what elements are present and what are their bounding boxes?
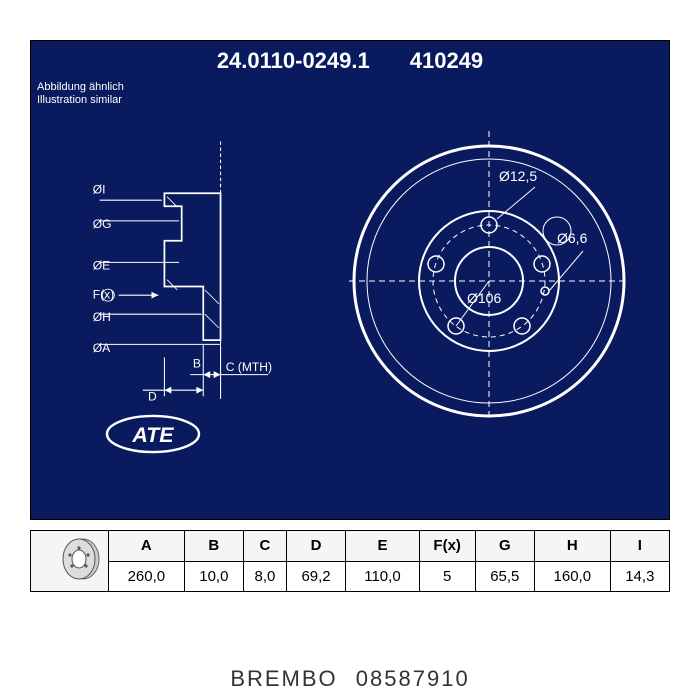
ate-logo-text: ATE <box>131 423 174 447</box>
col-b: B <box>184 531 243 562</box>
label-oi: ØI <box>93 182 106 196</box>
part-number-2: 410249 <box>410 48 483 74</box>
val-i: 14,3 <box>610 561 669 592</box>
label-pin-d: Ø6,6 <box>557 230 588 246</box>
col-i: I <box>610 531 669 562</box>
label-oe: ØE <box>93 258 110 272</box>
label-d: D <box>148 390 157 401</box>
label-oa: ØA <box>93 341 111 355</box>
label-c: C (MTH) <box>226 360 272 374</box>
label-og: ØG <box>93 217 112 231</box>
val-a: 260,0 <box>109 561 185 592</box>
diagram-area: ØI ØG ØE ØH ØA F(x) <box>31 81 669 519</box>
col-c: C <box>243 531 286 562</box>
spec-table: A B C D E F(x) G H I 260,0 10,0 8,0 69,2… <box>30 530 670 592</box>
col-h: H <box>534 531 610 562</box>
header-bar: 24.0110-0249.1 410249 <box>31 41 669 81</box>
val-e: 110,0 <box>346 561 420 592</box>
front-view: Ø12,5 Ø6,6 Ø106 <box>339 121 639 421</box>
val-f: 5 <box>419 561 475 592</box>
label-bolt-d: Ø12,5 <box>499 168 537 184</box>
col-d: D <box>286 531 345 562</box>
brand-name: BREMBO <box>230 666 337 691</box>
table-header-row: A B C D E F(x) G H I <box>31 531 670 562</box>
col-f: F(x) <box>419 531 475 562</box>
ate-logo: ATE <box>103 411 203 457</box>
col-g: G <box>475 531 534 562</box>
val-g: 65,5 <box>475 561 534 592</box>
val-h: 160,0 <box>534 561 610 592</box>
part-number-1: 24.0110-0249.1 <box>217 48 370 74</box>
val-d: 69,2 <box>286 561 345 592</box>
label-oh: ØH <box>93 310 111 324</box>
icon-cell <box>31 531 109 592</box>
col-e: E <box>346 531 420 562</box>
label-pcd: Ø106 <box>467 290 501 306</box>
brand-code: 08587910 <box>356 666 470 691</box>
cross-section-view: ØI ØG ØE ØH ØA F(x) <box>91 141 281 401</box>
drawing-panel: 24.0110-0249.1 410249 Abbildung ähnlich … <box>30 40 670 520</box>
label-b: B <box>193 357 201 371</box>
val-b: 10,0 <box>184 561 243 592</box>
table-value-row: 260,0 10,0 8,0 69,2 110,0 5 65,5 160,0 1… <box>31 561 670 592</box>
col-a: A <box>109 531 185 562</box>
brand-footer: BREMBO 08587910 <box>0 666 700 692</box>
disc-icon <box>39 535 101 583</box>
val-c: 8,0 <box>243 561 286 592</box>
